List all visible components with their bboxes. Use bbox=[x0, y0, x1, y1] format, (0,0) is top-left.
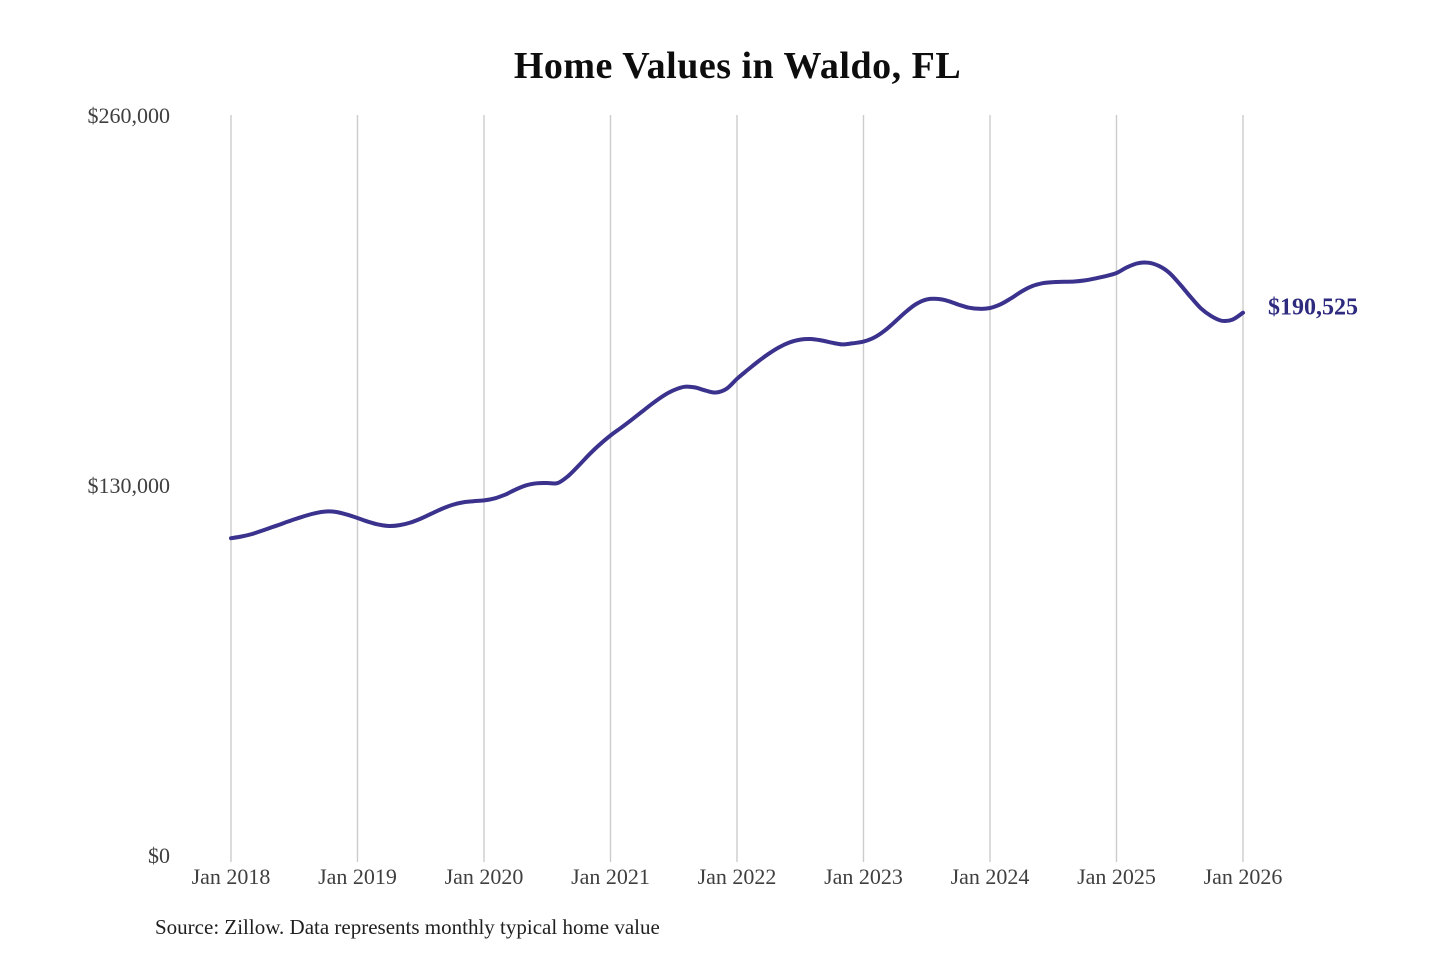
x-tick-label: Jan 2024 bbox=[951, 864, 1030, 889]
x-tick-label: Jan 2019 bbox=[318, 864, 397, 889]
source-note: Source: Zillow. Data represents monthly … bbox=[155, 915, 660, 939]
latest-value-label: $190,525 bbox=[1268, 295, 1358, 321]
x-tick-label: Jan 2018 bbox=[192, 864, 271, 889]
x-tick-label: Jan 2022 bbox=[698, 864, 777, 889]
chart-title: Home Values in Waldo, FL bbox=[513, 45, 962, 87]
x-tick-label: Jan 2023 bbox=[824, 864, 903, 889]
home-values-line bbox=[229, 260, 1245, 541]
y-tick-label: $130,000 bbox=[88, 473, 171, 498]
x-tick-label: Jan 2020 bbox=[445, 864, 524, 889]
x-tick-label: Jan 2026 bbox=[1204, 864, 1283, 889]
y-tick-label: $0 bbox=[148, 843, 170, 868]
x-tick-label: Jan 2021 bbox=[571, 864, 650, 889]
y-tick-label: $260,000 bbox=[88, 103, 171, 128]
x-tick-label: Jan 2025 bbox=[1077, 864, 1156, 889]
